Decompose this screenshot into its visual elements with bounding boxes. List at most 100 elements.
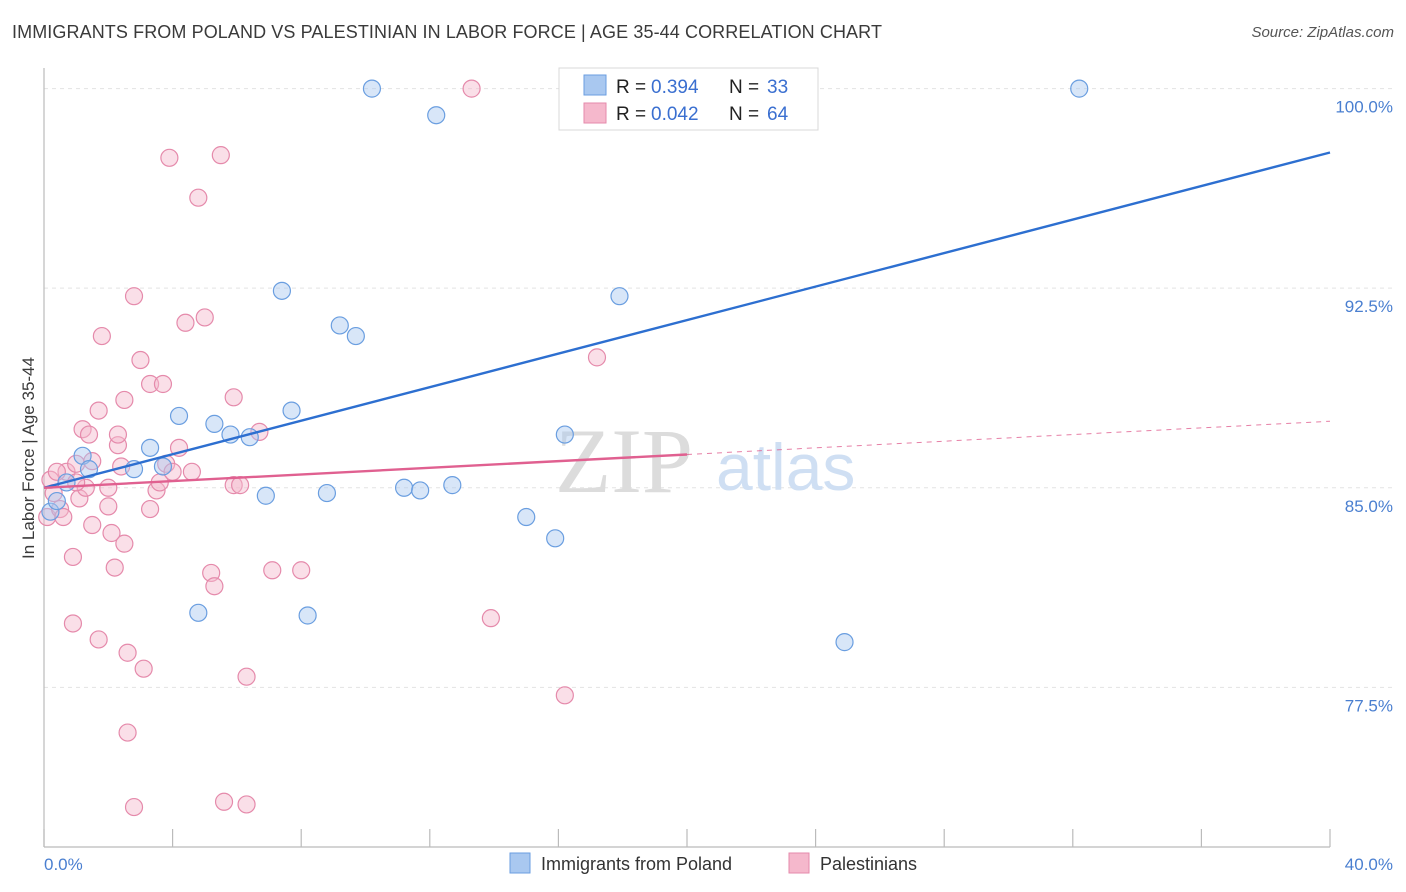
poland-point-4 [79, 460, 99, 479]
poland-point-25 [517, 507, 536, 527]
poland-point-24 [443, 476, 462, 495]
axes [43, 68, 1331, 848]
poland-point-12 [240, 428, 259, 447]
poland-point-18 [330, 316, 349, 335]
bottom-legend: Immigrants from Poland Palestinians [509, 852, 917, 874]
poland-point-20 [362, 79, 382, 98]
legend-r-label-2: R = [616, 104, 646, 125]
palestinian-point-47 [211, 146, 230, 165]
series-palestinians-points [38, 79, 607, 817]
legend-r-value-1: 0.394 [651, 77, 699, 98]
palestinian-point-6 [63, 614, 83, 633]
palestinian-point-22 [108, 436, 128, 455]
bottom-legend-label-poland: Immigrants from Poland [541, 854, 732, 874]
y-tick-label-3: 77.5% [1345, 696, 1393, 715]
y-tick-label-1: 92.5% [1345, 297, 1393, 316]
poland-point-31 [835, 633, 854, 652]
trend-line-0 [43, 151, 1331, 489]
trend-line-1-dashed [686, 420, 1331, 455]
legend-r-value-2: 0.042 [651, 104, 699, 125]
y-tick-labels: 100.0% 92.5% 85.0% 77.5% [1335, 98, 1393, 716]
palestinian-point-19 [99, 497, 118, 516]
palestinian-point-18 [99, 478, 118, 497]
y-tick-label-0: 100.0% [1335, 98, 1393, 117]
palestinian-point-55 [263, 561, 282, 580]
poland-point-21 [394, 478, 414, 497]
palestinian-point-32 [140, 374, 160, 394]
poland-point-26 [546, 529, 565, 548]
poland-point-27 [555, 425, 574, 444]
poland-point-14 [272, 281, 292, 300]
palestinian-point-57 [462, 79, 481, 98]
legend-n-value-1: 33 [767, 77, 788, 98]
palestinian-point-56 [292, 561, 311, 580]
palestinian-point-27 [118, 643, 137, 662]
palestinian-point-45 [202, 563, 221, 583]
poland-point-23 [427, 106, 446, 125]
poland-point-8 [169, 406, 189, 426]
palestinian-point-33 [140, 499, 160, 519]
palestinian-point-38 [160, 148, 179, 167]
trend-lines [43, 151, 1331, 489]
poland-point-17 [317, 483, 337, 503]
palestinian-point-43 [189, 188, 208, 207]
legend-swatch-blue [583, 74, 607, 96]
palestinian-point-26 [118, 723, 137, 742]
y-axis-title: In Labor Force | Age 35-44 [19, 357, 38, 559]
legend-n-label-2: N = [729, 104, 759, 125]
palestinian-point-59 [555, 686, 574, 705]
bottom-legend-swatch-palestinians [788, 852, 810, 874]
x-tick-label-0: 0.0% [44, 855, 83, 874]
palestinian-point-31 [134, 659, 153, 678]
palestinian-point-7 [63, 547, 83, 567]
palestinian-point-23 [108, 425, 128, 444]
watermark: ZIP atlas [555, 410, 855, 512]
palestinian-point-29 [124, 287, 144, 306]
bottom-legend-label-palestinians: Palestinians [820, 854, 917, 874]
poland-point-9 [189, 603, 208, 622]
y-tick-label-2: 85.0% [1345, 497, 1393, 516]
poland-point-1 [47, 491, 66, 511]
palestinian-point-16 [89, 630, 108, 649]
poland-point-29 [610, 287, 629, 306]
x-tick-label-1: 40.0% [1345, 855, 1393, 874]
palestinian-point-58 [481, 609, 500, 628]
poland-point-6 [140, 438, 160, 457]
legend-n-value-2: 64 [767, 104, 789, 125]
chart-title: IMMIGRANTS FROM POLAND VS PALESTINIAN IN… [12, 22, 883, 42]
grid-lines [44, 88, 1392, 688]
source-credit: Source: ZipAtlas.com [1251, 24, 1394, 41]
poland-point-13 [256, 486, 275, 505]
palestinian-point-20 [102, 523, 121, 543]
palestinian-point-52 [237, 667, 256, 686]
series-poland-points [41, 79, 1089, 652]
poland-point-16 [298, 606, 317, 625]
palestinian-point-25 [115, 390, 134, 410]
palestinian-point-60 [587, 348, 607, 367]
palestinian-point-44 [195, 308, 214, 327]
palestinian-point-46 [205, 577, 224, 596]
palestinian-point-36 [153, 374, 173, 394]
palestinian-point-17 [92, 326, 111, 346]
palestinian-point-15 [89, 401, 108, 420]
legend: R = 0.394 N = 33 R = 0.042 N = 64 [558, 67, 819, 131]
legend-n-label-1: N = [729, 77, 759, 98]
poland-point-7 [153, 457, 173, 476]
poland-point-15 [282, 401, 301, 420]
poland-point-32 [1070, 79, 1089, 98]
trend-line-1-solid [43, 453, 688, 489]
palestinian-point-21 [105, 558, 124, 577]
palestinian-point-11 [76, 478, 95, 497]
poland-point-0 [41, 502, 60, 521]
palestinian-point-49 [224, 388, 243, 407]
palestinian-point-41 [176, 313, 195, 332]
palestinian-point-42 [182, 462, 201, 481]
poland-point-22 [411, 481, 430, 500]
palestinian-point-51 [231, 476, 250, 495]
palestinian-point-28 [124, 797, 144, 817]
palestinian-point-24 [115, 534, 134, 553]
legend-r-label-1: R = [616, 77, 646, 98]
palestinian-point-14 [83, 515, 102, 535]
poland-point-19 [346, 326, 365, 346]
